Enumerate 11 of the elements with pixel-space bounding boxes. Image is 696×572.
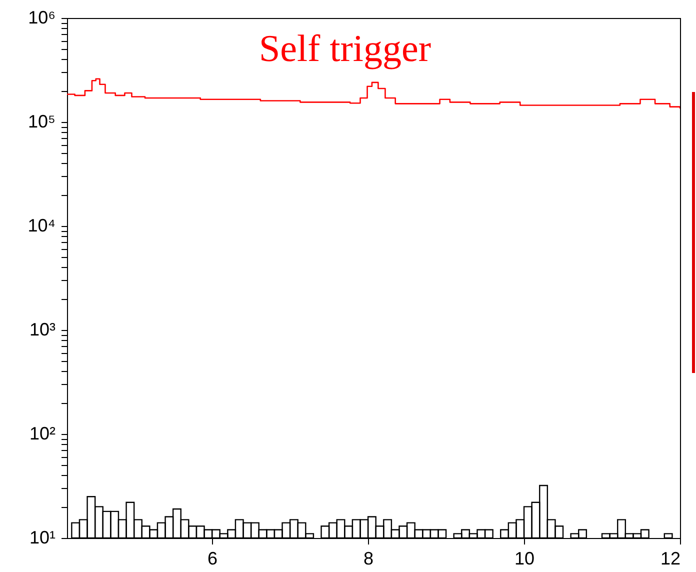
x-tick-label: 10 bbox=[514, 548, 535, 568]
y-tick-label: 10⁴ bbox=[28, 216, 56, 236]
x-tick-label: 12 bbox=[660, 548, 680, 568]
y-tick-label: 10² bbox=[29, 424, 56, 444]
x-tick-label: 8 bbox=[364, 548, 374, 568]
y-tick-label: 10³ bbox=[29, 320, 56, 340]
y-tick-label: 10¹ bbox=[29, 528, 56, 548]
y-tick-label: 10⁶ bbox=[28, 8, 56, 28]
series-label: Self trigger bbox=[258, 28, 432, 70]
y-tick-label: 10⁵ bbox=[28, 112, 56, 132]
x-tick-label: 6 bbox=[208, 548, 218, 568]
